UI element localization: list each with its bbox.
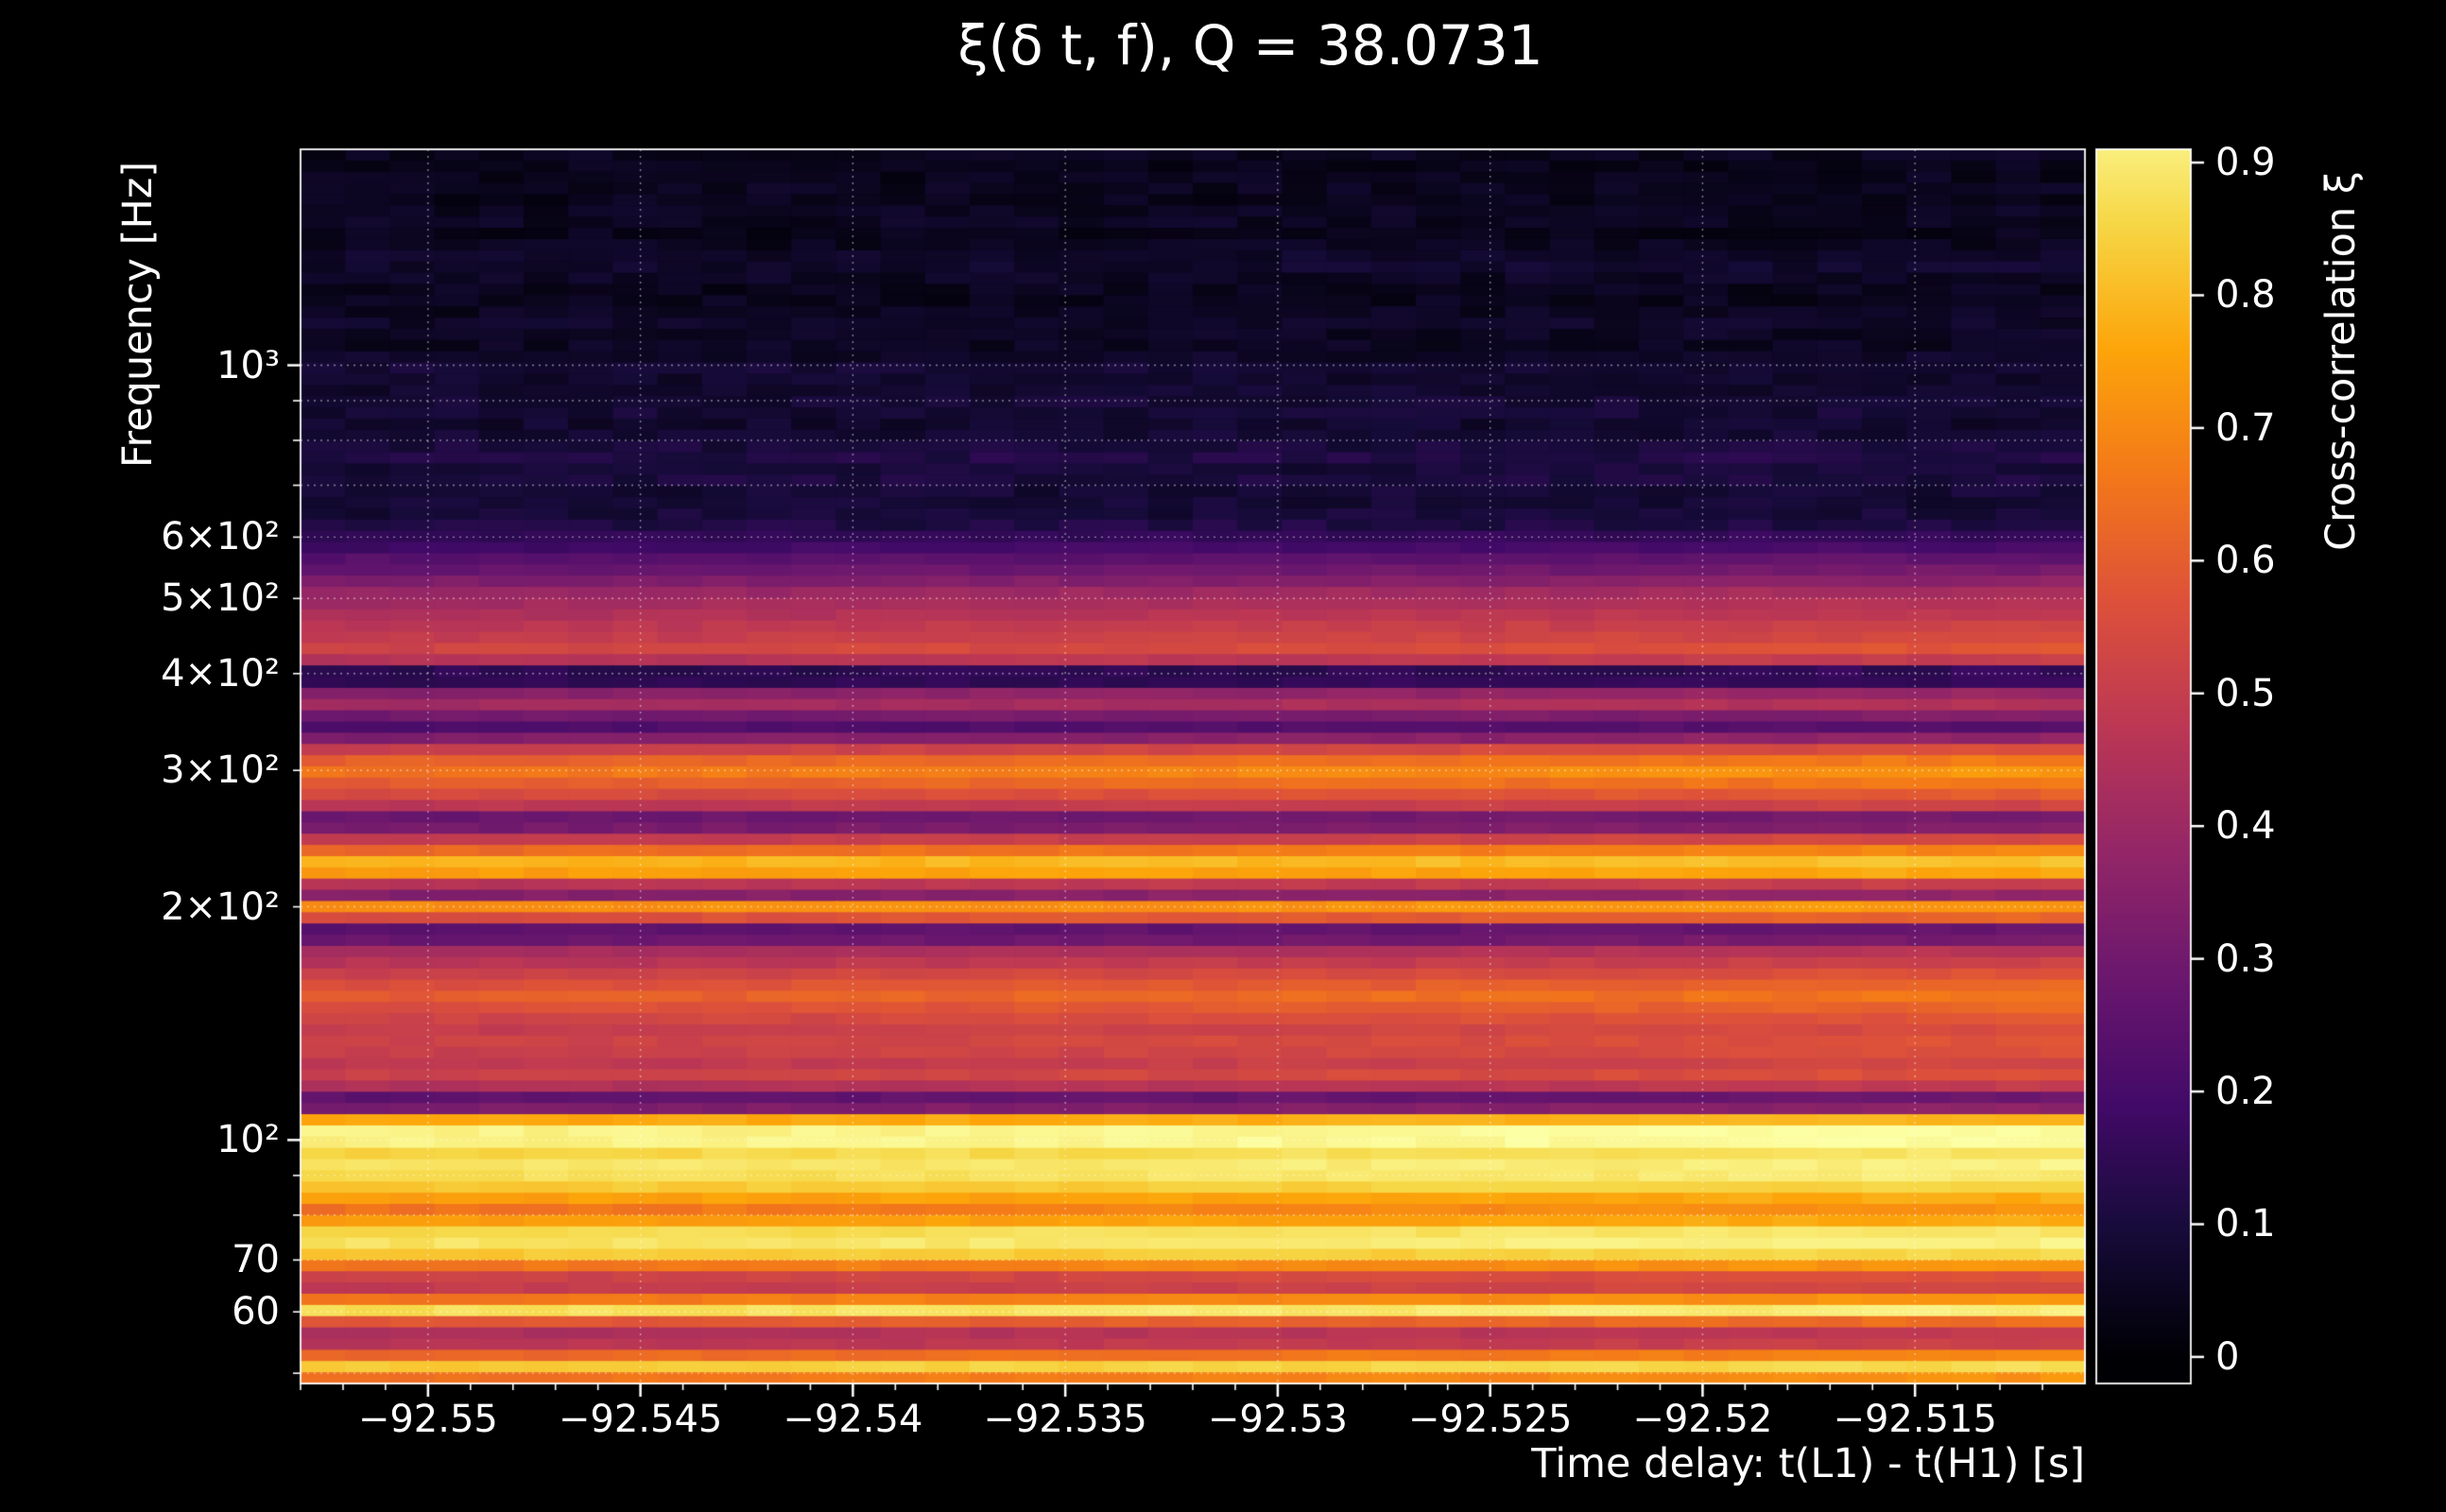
x-axis-label: Time delay: t(L1) - t(H1) [s] [1531, 1440, 2085, 1487]
colorbar-tick-label: 0.5 [2215, 671, 2276, 715]
y-tick-label: 10³ [216, 343, 280, 387]
x-tick-label: −92.525 [1407, 1398, 1573, 1441]
y-tick-label: 5×10² [161, 576, 280, 621]
x-tick-label: −92.535 [983, 1398, 1147, 1441]
y-axis-label: Frequency [Hz] [114, 161, 162, 469]
chart-title: ξ(δ t, f), Q = 38.0731 [957, 13, 1543, 77]
y-tick-label: 10² [216, 1118, 280, 1162]
x-tick-label: −92.52 [1632, 1398, 1773, 1441]
colorbar-tick-label: 0.6 [2215, 539, 2276, 583]
y-tick-label: 3×10² [161, 748, 280, 793]
colorbar-tick-label: 0.2 [2215, 1070, 2276, 1114]
x-tick-label: −92.545 [558, 1398, 723, 1441]
x-tick-label: −92.515 [1833, 1398, 1997, 1441]
colorbar-tick-label: 0.9 [2215, 141, 2276, 185]
x-tick-label: −92.54 [783, 1398, 923, 1441]
colorbar-tick-label: 0.4 [2215, 804, 2276, 849]
y-tick-label: 6×10² [161, 515, 280, 559]
y-tick-label: 70 [232, 1238, 280, 1282]
colorbar-tick-label: 0.3 [2215, 936, 2276, 981]
x-tick-label: −92.55 [357, 1398, 498, 1441]
colorbar-label: Cross-correlation ξ [2317, 171, 2365, 551]
y-tick-label: 2×10² [161, 885, 280, 929]
colorbar-tick-label: 0 [2215, 1334, 2240, 1379]
colorbar-tick-label: 0.1 [2215, 1202, 2276, 1246]
y-tick-label: 60 [232, 1290, 280, 1334]
x-tick-label: −92.53 [1207, 1398, 1348, 1441]
colorbar-tick-label: 0.7 [2215, 405, 2276, 450]
colorbar-tick-label: 0.8 [2215, 273, 2276, 318]
y-tick-label: 4×10² [161, 651, 280, 696]
